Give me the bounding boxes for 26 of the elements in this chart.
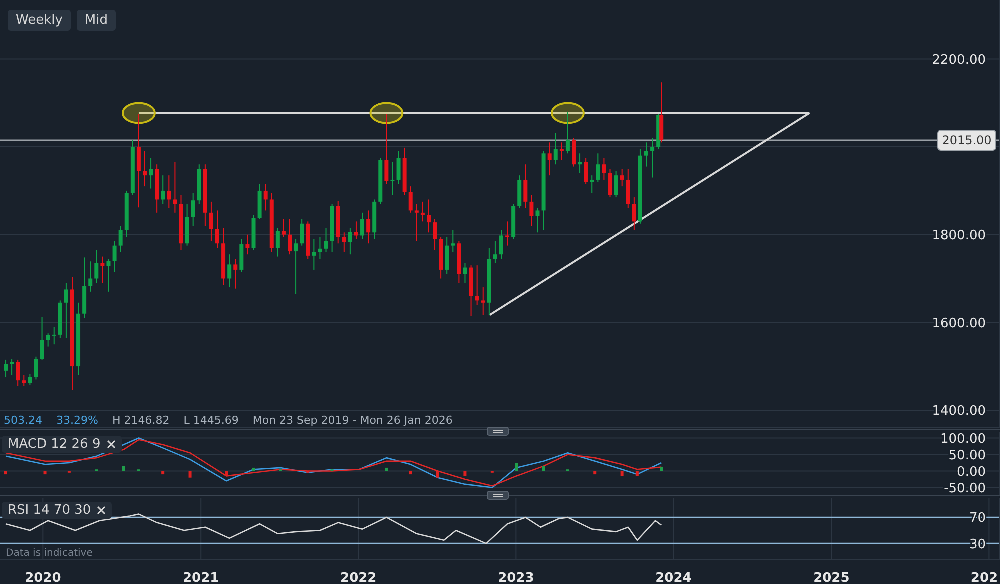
y-tick-label: 50.00 <box>948 448 986 464</box>
annotation: Data is indicative <box>6 548 93 559</box>
annotation: Mon 23 Sep 2019 - Mon 26 Jan 2026 <box>252 414 453 427</box>
annotation: 503.24 <box>4 414 42 427</box>
x-tick-label: 2020 <box>25 571 62 584</box>
y-tick-label: 0.00 <box>957 464 986 480</box>
y-tick-label: 1400.00 <box>932 404 986 420</box>
y-tick-label: 1800.00 <box>932 228 986 244</box>
annotation: L 1445.69 <box>184 414 239 427</box>
chart-title: MACD 12 26 9 <box>8 437 101 452</box>
x-tick-label: 202 <box>970 571 998 584</box>
annotation: 33.29% <box>56 414 98 427</box>
x-tick-label: 2022 <box>340 571 377 584</box>
x-tick-label: 2025 <box>814 571 850 584</box>
y-tick-label: -50.00 <box>944 481 986 496</box>
annotation: H 2146.82 <box>112 414 170 427</box>
y-tick-label: 1600.00 <box>932 316 986 332</box>
annotation: Weekly <box>8 10 71 31</box>
chart-title: RSI 14 70 30 <box>8 503 92 518</box>
ref-line-label: 2015.00 <box>942 133 992 148</box>
y-tick-label: 100.00 <box>940 432 986 447</box>
annotation: Mid <box>76 10 116 31</box>
x-tick-label: 2021 <box>183 571 220 584</box>
y-tick-label: 2200.00 <box>932 52 986 68</box>
x-tick-label: 2023 <box>498 571 534 584</box>
x-tick-label: 2024 <box>656 571 692 584</box>
